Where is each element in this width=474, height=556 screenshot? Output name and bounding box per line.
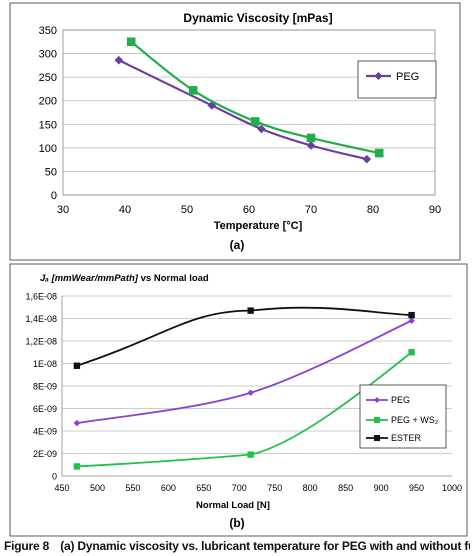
chart-b-legend: PEG PEG + WS₂ ESTER [359,384,447,449]
chart-b-x-tick-label: 950 [409,483,424,493]
chart-b-title: Jₐ [mmWear/mmPath] vs Normal load [40,273,209,284]
chart-a-point-0 [114,55,124,65]
chart-a-point-1 [250,117,260,126]
chart-a-point-0 [306,141,316,150]
chart-a-plot-area [62,29,436,196]
chart-b-point-2 [247,307,254,314]
chart-b-x-tick-label: 650 [196,483,211,493]
chart-b-legend-marker-ws2 [374,417,380,423]
chart-a-point-0 [257,124,266,134]
chart-a-legend-marker [374,72,383,80]
chart-b-y-tick-label: 4E-09 [33,427,57,437]
chart-a-x-tick-label: 70 [305,204,317,216]
chart-b-x-tick-label: 900 [374,483,389,493]
chart-b-x-tick-label: 1000 [442,483,462,493]
chart-b-y-tick-label: 1,6E-08 [25,292,57,302]
chart-b-point-2 [73,362,81,369]
chart-a-series-line-1 [130,40,380,155]
chart-a: Dynamic Viscosity [mPas] 0 50 100 150 200 250… [9,2,461,261]
chart-b-x-tick-label: 850 [338,483,353,493]
chart-a-legend-label-peg: PEG [396,71,419,83]
chart-a-series [114,37,384,164]
chart-b-frame [9,263,468,537]
chart-b-x-tick-label: 450 [54,483,69,493]
chart-b-point-0 [73,419,81,427]
chart-b-series [73,306,415,470]
chart-b-legend-label-ester: ESTER [391,433,422,443]
chart-a-point-1 [188,86,198,95]
chart-a-legend-box [357,60,437,99]
chart-a-x-tick-label: 60 [243,204,255,216]
chart-b-y-tick-label: 1,4E-08 [25,314,57,324]
chart-a-point-0 [362,154,372,164]
chart-a-x-tick-label: 40 [119,204,131,216]
chart-b-point-1 [247,451,254,458]
chart-a-y-tick-label: 300 [39,49,57,61]
chart-b-panel-label: (b) [229,516,244,530]
chart-b-y-tick-label: 0 [52,472,57,482]
chart-b-point-0 [408,317,415,324]
chart-b-y-ticks: 0 2E-09 4E-09 6E-09 8E-09 1E-08 1,2E-08 1,4E-08… [25,292,57,482]
chart-a-y-tick-label: 150 [39,119,57,131]
chart-b-y-tick-label: 1,2E-08 [25,337,57,347]
chart-b-x-ticks: 450 500 550 600 650 700 750 800 850 900 950 1000 [54,483,462,493]
chart-b-point-1 [73,463,81,470]
chart-a-panel-label: (a) [230,238,245,252]
chart-b-legend-marker-peg [374,397,380,403]
chart-a-series-line-0 [118,59,368,161]
chart-b-point-2 [408,311,415,319]
chart-a-grid [63,29,435,196]
chart-b-y-tick-label: 2E-09 [33,449,57,459]
chart-a-legend: PEG [357,60,437,99]
chart-a-point-0 [207,101,217,110]
chart-b-x-tick-label: 550 [125,483,140,493]
chart-a-y-tick-label: 100 [39,143,57,155]
figure-number: Figure 8 [4,539,50,553]
chart-b-point-1 [408,349,415,356]
chart-a-point-1 [306,133,316,143]
chart-b-x-tick-label: 700 [232,483,247,493]
chart-b: Jₐ [mmWear/mmPath] vs Normal load 0 2E-09… [9,263,468,537]
figure-caption: Figure 8 (a) Dynamic viscosity vs. lubri… [4,539,470,556]
chart-a-x-tick-label: 50 [181,204,193,216]
chart-b-title-italic: Jₐ [mmWear/mmPath] [40,273,139,284]
chart-b-legend-marker-ester [374,435,380,441]
figure-caption-text: (a) Dynamic viscosity vs. lubricant temp… [60,539,470,553]
chart-a-x-tick-label: 90 [429,204,441,216]
chart-a-y-tick-label: 200 [39,96,57,108]
chart-a-frame [9,2,461,261]
chart-b-x-tick-label: 600 [161,483,176,493]
chart-b-x-tick-label: 800 [303,483,318,493]
chart-a-point-1 [374,148,384,158]
chart-b-x-tick-label: 750 [267,483,282,493]
chart-b-y-tick-label: 6E-09 [33,404,57,414]
chart-a-x-tick-label: 30 [57,204,69,216]
chart-a-x-axis-label: Temperature [°C] [214,220,303,232]
chart-a-y-tick-label: 50 [45,166,57,178]
chart-b-point-0 [247,389,254,396]
chart-b-y-tick-label: 8E-09 [33,382,57,392]
chart-a-x-tick-label: 80 [367,204,379,216]
chart-b-series-line-2 [76,306,412,367]
chart-a-y-tick-label: 250 [39,72,57,84]
chart-b-title-rest: vs Normal load [138,273,209,284]
chart-b-x-tick-label: 500 [90,483,105,493]
chart-a-y-tick-label: 0 [51,190,57,202]
chart-a-y-ticks: 0 50 100 150 200 250 300 350 [39,25,57,202]
chart-b-y-tick-label: 1E-08 [33,359,57,369]
chart-a-title: Dynamic Viscosity [mPas] [183,11,332,25]
chart-b-legend-label-ws2: PEG + WS₂ [391,415,439,425]
chart-a-y-tick-label: 350 [39,25,57,37]
chart-a-point-1 [126,37,136,47]
chart-b-legend-label-peg: PEG [391,395,410,405]
chart-b-x-axis-label: Normal Load [N] [196,500,270,511]
chart-a-x-ticks: 30 40 50 60 70 80 90 [57,204,441,216]
